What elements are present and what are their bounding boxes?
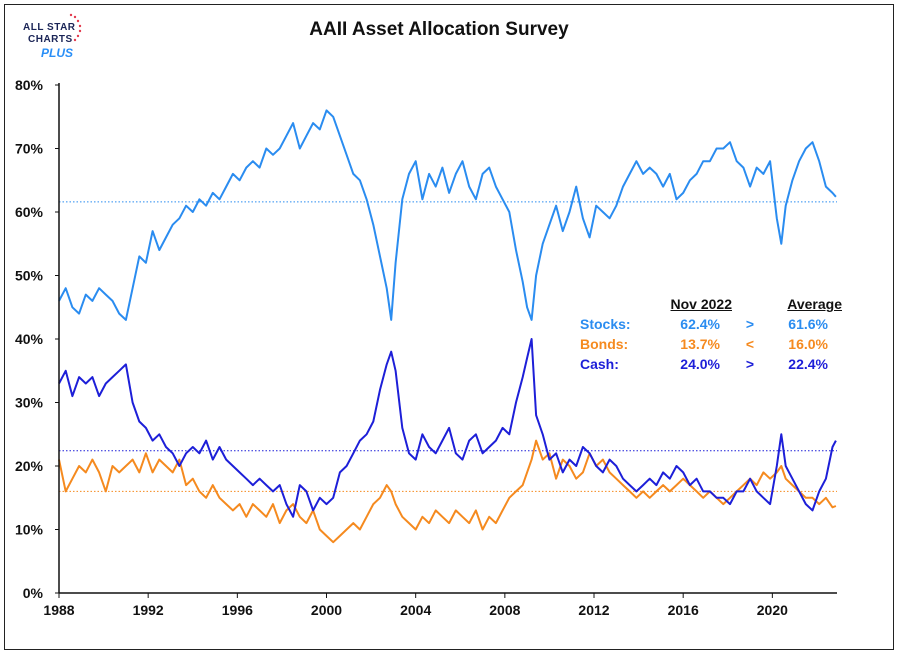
legend-row-bonds: Bonds: 13.7% < 16.0% [580,336,850,356]
y-tick-label: 80% [15,77,44,93]
x-tick-label: 1988 [43,602,74,618]
x-tick-label: 2004 [400,602,431,618]
legend-table: Nov 2022 Average Stocks: 62.4% > 61.6% B… [580,296,850,376]
x-tick-label: 1992 [133,602,164,618]
x-tick-label: 2012 [578,602,609,618]
legend-row-stocks: Stocks: 62.4% > 61.6% [580,316,850,336]
x-tick-label: 2000 [311,602,342,618]
x-tick-label: 2008 [489,602,520,618]
logo-dots-icon [69,13,82,42]
legend-label: Cash: [580,356,619,372]
logo-line-1: ALL STAR [23,22,76,33]
legend-row-cash: Cash: 24.0% > 22.4% [580,356,850,376]
y-tick-label: 0% [23,585,44,601]
chart-plot: 0% 10% 20% 30% 40% 50% 60% 70% 80% 1988 1992 1996 2… [15,77,837,618]
legend-compare: > [745,356,755,372]
logo-line-2: CHARTS [28,34,73,45]
x-tick-label: 1996 [222,602,253,618]
legend-label: Stocks: [580,316,631,332]
chart-frame: ALL STAR CHARTS PLUS AAII Asset Allocati… [4,4,894,650]
legend-average: 16.0% [788,336,828,352]
legend-value: 13.7% [680,336,720,352]
x-tick-label: 2020 [757,602,788,618]
legend-label: Bonds: [580,336,629,352]
y-tick-label: 70% [15,141,44,157]
legend-average: 22.4% [788,356,828,372]
legend-average: 61.6% [788,316,828,332]
legend-compare: > [745,316,755,332]
legend-header-average: Average [787,296,842,312]
legend-header-date: Nov 2022 [670,296,732,312]
logo-plus-text: PLUS [41,46,74,60]
legend-value: 62.4% [680,316,720,332]
y-tick-label: 60% [15,204,44,220]
y-tick-label: 40% [15,331,44,347]
legend-value: 24.0% [680,356,720,372]
y-tick-label: 20% [15,458,44,474]
brand-logo: ALL STAR CHARTS PLUS [19,13,89,73]
series-line-stocks [58,109,837,321]
chart-title: AAII Asset Allocation Survey [309,19,569,40]
legend-header: Nov 2022 Average [580,296,850,316]
x-tick-label: 2016 [668,602,699,618]
y-tick-label: 30% [15,395,44,411]
y-tick-label: 50% [15,268,44,284]
legend-compare: < [745,336,755,352]
y-tick-label: 10% [15,522,44,538]
series-line-cash [58,338,837,518]
